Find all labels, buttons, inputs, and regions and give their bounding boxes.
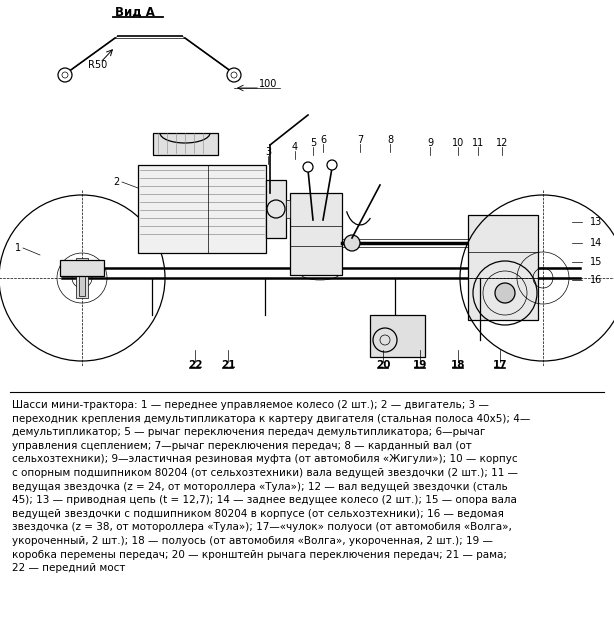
Text: 6: 6 (320, 135, 326, 145)
Circle shape (58, 68, 72, 82)
Text: 8: 8 (387, 135, 393, 145)
Circle shape (227, 68, 241, 82)
Bar (138, 165, 266, 253)
Bar (153, 133, 218, 155)
Text: 15: 15 (590, 257, 602, 267)
Text: 18: 18 (451, 360, 465, 370)
Text: Вид А: Вид А (115, 6, 155, 18)
Bar (370, 315, 425, 357)
Text: 12: 12 (496, 138, 508, 148)
Text: 16: 16 (590, 275, 602, 285)
Bar (475, 233, 505, 253)
Text: 5: 5 (310, 138, 316, 148)
Circle shape (472, 235, 488, 251)
Text: 10: 10 (452, 138, 464, 148)
Bar (79, 260, 85, 296)
Text: 11: 11 (472, 138, 484, 148)
Text: 4: 4 (292, 142, 298, 152)
Text: Шасси мини-трактора: 1 — переднее управляемое колесо (2 шт.); 2 — двигатель; 3 —: Шасси мини-трактора: 1 — переднее управл… (12, 400, 530, 573)
Circle shape (303, 162, 313, 172)
Text: 17: 17 (492, 360, 507, 370)
Circle shape (344, 235, 360, 251)
Bar (266, 180, 286, 238)
Text: 100: 100 (259, 79, 277, 89)
Bar (60, 260, 104, 276)
Text: 9: 9 (427, 138, 433, 148)
Text: 22: 22 (188, 360, 202, 370)
Text: 20: 20 (376, 360, 391, 370)
Text: 19: 19 (413, 360, 427, 370)
Text: 2: 2 (114, 177, 120, 187)
Circle shape (495, 283, 515, 303)
Circle shape (327, 160, 337, 170)
Text: 1: 1 (15, 243, 21, 253)
Text: 13: 13 (590, 217, 602, 227)
Text: 3: 3 (265, 147, 271, 157)
Text: 21: 21 (221, 360, 235, 370)
Bar (468, 215, 538, 320)
Bar (290, 193, 342, 275)
Bar (76, 258, 88, 298)
Text: 7: 7 (357, 135, 363, 145)
Bar (286, 200, 290, 218)
Text: R50: R50 (88, 60, 107, 70)
Text: 14: 14 (590, 238, 602, 248)
